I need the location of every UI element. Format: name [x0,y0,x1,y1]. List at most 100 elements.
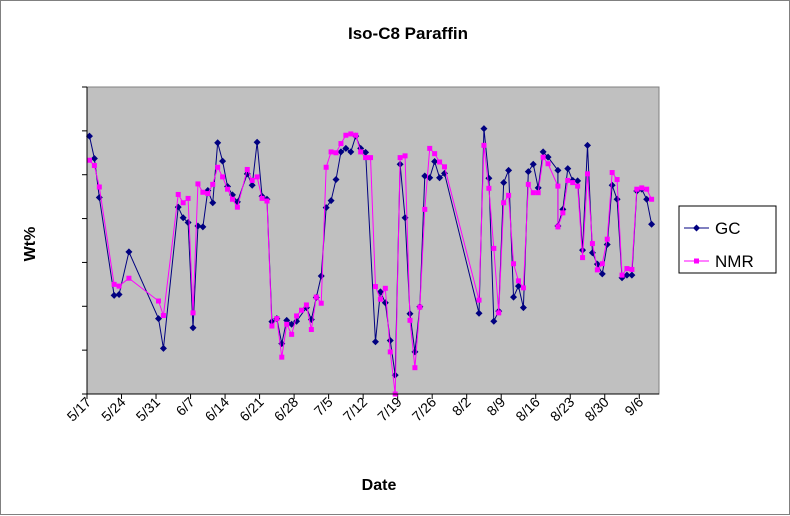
data-point [180,200,186,206]
square-marker-icon [694,258,699,264]
data-point [515,278,521,284]
data-point [436,174,444,182]
data-point [249,177,255,183]
data-point [259,195,265,201]
data-point [475,309,483,317]
data-point [570,180,576,186]
data-point [299,307,304,313]
data-point [580,255,586,261]
data-point [554,166,562,174]
x-tick-label: 5/31 [133,394,164,425]
data-point [126,275,132,281]
data-point [534,184,542,192]
data-point [524,168,532,176]
x-tick-label: 8/30 [581,394,612,425]
data-point [412,365,418,371]
data-point [585,171,590,177]
data-point [353,132,359,138]
data-point [179,214,187,222]
data-point [372,284,378,290]
data-point [500,179,508,187]
data-point [519,304,527,312]
data-point [210,181,216,187]
data-point [111,281,117,287]
legend-item-nmr: NMR [684,252,754,271]
data-point [289,331,295,337]
x-tick-label: 6/14 [202,394,233,425]
x-tick-label: 7/26 [409,394,440,425]
data-point [284,321,290,327]
data-point [575,183,581,189]
series-nmr [86,131,655,397]
data-point [343,132,349,138]
data-point [530,190,536,196]
series-group [85,125,656,397]
data-point [377,296,383,302]
data-point [432,151,438,157]
data-point [417,304,423,310]
y-axis-label: Wt% [22,227,39,262]
data-point [643,195,651,203]
data-point [229,196,235,202]
x-tick-label: 6/7 [173,394,198,419]
data-point [190,310,196,316]
legend-item-gc: GC [684,219,741,238]
data-point [481,142,487,148]
data-point [609,170,615,176]
data-point [91,163,97,169]
data-point [520,285,526,291]
x-axis-label: Date [362,477,397,494]
x-tick-label: 6/28 [271,394,302,425]
data-point [184,219,192,227]
x-axis: 5/17 5/24 5/31 6/7 6/14 6/21 6/28 7/5 7/12 7/19 7/… [64,394,647,425]
x-tick-label: 7/19 [374,394,405,425]
data-point [328,149,334,155]
data-point [195,181,201,187]
data-point [214,139,222,147]
data-point [564,165,572,173]
data-point [264,198,270,204]
data-point [199,223,207,231]
data-point [371,338,379,346]
data-point [234,204,240,210]
data-point [397,155,403,161]
data-point [348,131,354,137]
data-point [614,177,620,183]
data-point [175,191,181,197]
data-point [303,302,309,308]
x-tick-label: 8/16 [512,394,543,425]
data-point [427,145,433,151]
data-point [368,155,374,161]
data-point [629,266,635,272]
data-point [598,270,606,278]
data-point [248,181,256,189]
data-point [496,310,502,316]
data-point [185,195,191,201]
data-point [613,195,621,203]
data-point [540,154,546,160]
data-point [649,196,655,202]
x-tick-label: 7/12 [340,394,371,425]
data-point [90,154,98,162]
x-tick-label: 9/6 [621,394,646,419]
data-point [244,166,250,172]
y-axis [82,86,87,395]
legend-box [678,205,777,274]
data-point [333,150,339,156]
data-point [318,300,324,306]
data-point [402,153,408,159]
data-point [545,161,551,167]
data-point [539,148,547,156]
data-point [491,245,497,251]
data-point [382,285,388,291]
data-point [332,176,340,184]
data-point [160,312,166,318]
data-point [628,271,636,279]
data-point [514,282,522,290]
data-point [422,206,428,212]
data-point [442,164,447,170]
data-point [648,220,656,228]
data-point [254,174,260,180]
data-point [362,148,370,156]
x-tick-label: 5/17 [64,394,95,425]
